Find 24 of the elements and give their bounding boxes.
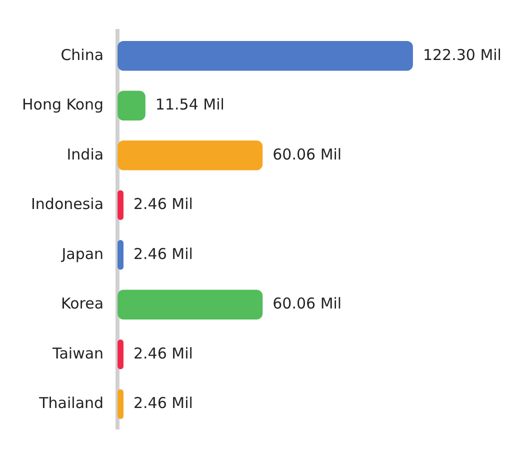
- y-tick-label: Taiwan: [52, 344, 104, 362]
- data-label: 60.06 Mil: [272, 294, 342, 313]
- data-label: 122.30 Mil: [422, 46, 502, 64]
- bar: [118, 90, 146, 121]
- bar: [118, 240, 124, 270]
- y-tick-label: Korea: [61, 294, 104, 313]
- y-tick-label: Indonesia: [31, 195, 104, 214]
- data-label: 60.06 Mil: [272, 145, 342, 164]
- data-label: 2.46 Mil: [133, 394, 193, 412]
- data-label: 2.46 Mil: [133, 244, 193, 263]
- data-label: 2.46 Mil: [133, 195, 193, 214]
- y-tick-label: Thailand: [38, 394, 104, 412]
- bar: [118, 290, 263, 320]
- bar: [118, 339, 124, 370]
- y-tick-label: China: [60, 46, 104, 64]
- y-tick-label: India: [66, 145, 104, 164]
- data-label: 11.54 Mil: [155, 96, 224, 114]
- bar: [118, 140, 263, 170]
- y-tick-label: Hong Kong: [22, 96, 104, 114]
- bar: [118, 190, 124, 220]
- data-label: 2.46 Mil: [133, 344, 193, 362]
- bar: [118, 40, 413, 71]
- bar: [118, 389, 124, 420]
- y-tick-label: Japan: [60, 244, 104, 263]
